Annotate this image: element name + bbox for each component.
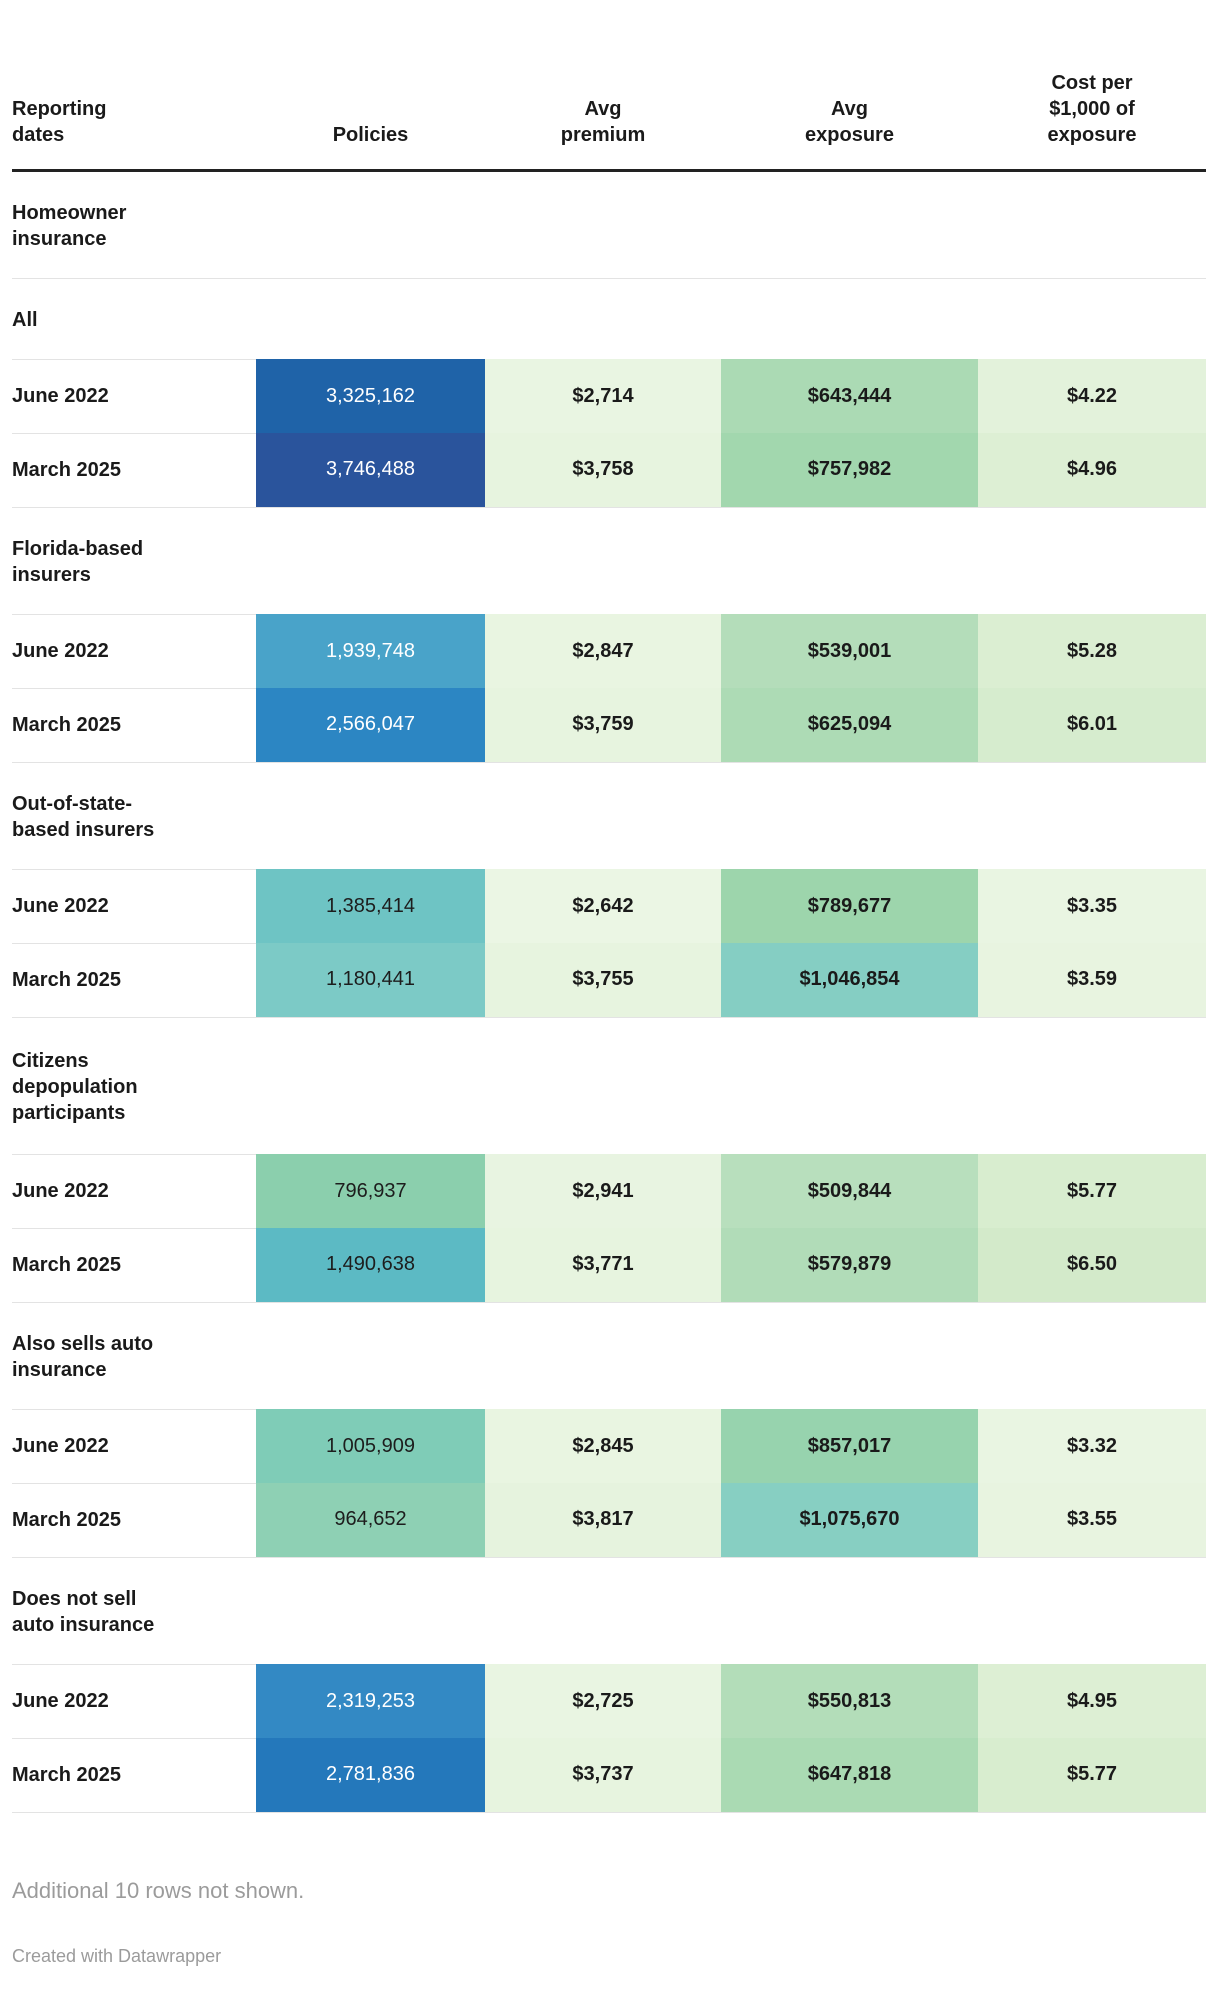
- cell-policies: 2,319,253: [256, 1664, 485, 1738]
- column-header-policies: Policies: [256, 0, 485, 172]
- cell-cost-per-1000: $4.22: [978, 359, 1206, 433]
- section-title: Citizens depopulation participants: [12, 1016, 1206, 1154]
- cell-avg-exposure: $579,879: [721, 1228, 978, 1302]
- section-title: Out-of-state- based insurers: [12, 761, 1206, 869]
- cell-policies: 1,939,748: [256, 614, 485, 688]
- section-title: Does not sell auto insurance: [12, 1556, 1206, 1664]
- table-row: March 2025 2,781,836 $3,737 $647,818 $5.…: [12, 1737, 1206, 1812]
- cell-avg-exposure: $647,818: [721, 1738, 978, 1812]
- cell-avg-exposure: $539,001: [721, 614, 978, 688]
- table-row: March 2025 964,652 $3,817 $1,075,670 $3.…: [12, 1482, 1206, 1557]
- row-label: March 2025: [12, 687, 256, 762]
- row-label: June 2022: [12, 1408, 256, 1483]
- column-header-reporting-dates: Reporting dates: [12, 0, 256, 172]
- table-row: June 2022 2,319,253 $2,725 $550,813 $4.9…: [12, 1663, 1206, 1738]
- cell-avg-exposure: $509,844: [721, 1154, 978, 1228]
- cell-cost-per-1000: $6.01: [978, 688, 1206, 762]
- table-row: June 2022 1,385,414 $2,642 $789,677 $3.3…: [12, 868, 1206, 943]
- cell-avg-exposure: $757,982: [721, 433, 978, 507]
- cell-avg-exposure: $550,813: [721, 1664, 978, 1738]
- table-row: March 2025 1,180,441 $3,755 $1,046,854 $…: [12, 942, 1206, 1017]
- cell-avg-premium: $3,759: [485, 688, 721, 762]
- table-header-row: Reporting dates Policies Avg premium Avg…: [12, 0, 1206, 172]
- cell-avg-premium: $2,845: [485, 1409, 721, 1483]
- cell-policies: 3,325,162: [256, 359, 485, 433]
- section-title: All: [12, 277, 1206, 359]
- row-label: June 2022: [12, 1663, 256, 1738]
- cell-cost-per-1000: $6.50: [978, 1228, 1206, 1302]
- cell-policies: 796,937: [256, 1154, 485, 1228]
- table-row: June 2022 796,937 $2,941 $509,844 $5.77: [12, 1153, 1206, 1228]
- cell-avg-premium: $2,642: [485, 869, 721, 943]
- row-label: March 2025: [12, 1737, 256, 1812]
- section-header-does-not-sell-auto: Does not sell auto insurance: [12, 1556, 1206, 1664]
- table-row: March 2025 3,746,488 $3,758 $757,982 $4.…: [12, 432, 1206, 507]
- section-header-also-sells-auto: Also sells auto insurance: [12, 1301, 1206, 1409]
- table-row: March 2025 1,490,638 $3,771 $579,879 $6.…: [12, 1227, 1206, 1302]
- column-header-avg-premium: Avg premium: [485, 0, 721, 172]
- cell-avg-exposure: $1,075,670: [721, 1483, 978, 1557]
- section-title: Florida-based insurers: [12, 506, 1206, 614]
- cell-avg-exposure: $1,046,854: [721, 943, 978, 1017]
- cell-avg-premium: $3,737: [485, 1738, 721, 1812]
- cell-policies: 3,746,488: [256, 433, 485, 507]
- cell-avg-exposure: $857,017: [721, 1409, 978, 1483]
- cell-avg-premium: $3,817: [485, 1483, 721, 1557]
- section-header-citizens-depopulation: Citizens depopulation participants: [12, 1016, 1206, 1154]
- cell-policies: 2,781,836: [256, 1738, 485, 1812]
- cell-avg-premium: $2,847: [485, 614, 721, 688]
- cell-policies: 2,566,047: [256, 688, 485, 762]
- datawrapper-credit: Created with Datawrapper: [12, 1945, 222, 1966]
- cell-cost-per-1000: $3.32: [978, 1409, 1206, 1483]
- table-row: June 2022 3,325,162 $2,714 $643,444 $4.2…: [12, 358, 1206, 433]
- cell-policies: 964,652: [256, 1483, 485, 1557]
- cell-avg-premium: $3,771: [485, 1228, 721, 1302]
- cell-cost-per-1000: $4.96: [978, 433, 1206, 507]
- row-label: June 2022: [12, 1153, 256, 1228]
- table-row: June 2022 1,939,748 $2,847 $539,001 $5.2…: [12, 613, 1206, 688]
- cell-cost-per-1000: $5.28: [978, 614, 1206, 688]
- row-label: June 2022: [12, 358, 256, 433]
- cell-cost-per-1000: $3.55: [978, 1483, 1206, 1557]
- cell-avg-premium: $2,725: [485, 1664, 721, 1738]
- section-header-homeowner-insurance: Homeowner insurance: [12, 170, 1206, 278]
- row-label: March 2025: [12, 1482, 256, 1557]
- cell-cost-per-1000: $5.77: [978, 1154, 1206, 1228]
- cell-cost-per-1000: $3.35: [978, 869, 1206, 943]
- table-row: June 2022 1,005,909 $2,845 $857,017 $3.3…: [12, 1408, 1206, 1483]
- cell-policies: 1,385,414: [256, 869, 485, 943]
- cell-avg-premium: $3,758: [485, 433, 721, 507]
- cell-avg-premium: $2,714: [485, 359, 721, 433]
- section-header-out-of-state: Out-of-state- based insurers: [12, 761, 1206, 869]
- cell-avg-exposure: $789,677: [721, 869, 978, 943]
- cell-policies: 1,005,909: [256, 1409, 485, 1483]
- cell-avg-premium: $3,755: [485, 943, 721, 1017]
- row-label: June 2022: [12, 868, 256, 943]
- cell-avg-exposure: $643,444: [721, 359, 978, 433]
- row-label: March 2025: [12, 1227, 256, 1302]
- cell-cost-per-1000: $4.95: [978, 1664, 1206, 1738]
- cell-cost-per-1000: $3.59: [978, 943, 1206, 1017]
- row-label: June 2022: [12, 613, 256, 688]
- table-row: March 2025 2,566,047 $3,759 $625,094 $6.…: [12, 687, 1206, 762]
- row-label: March 2025: [12, 942, 256, 1017]
- column-header-avg-exposure: Avg exposure: [721, 0, 978, 172]
- section-header-florida-based: Florida-based insurers: [12, 506, 1206, 614]
- column-header-cost-per-1000: Cost per $1,000 of exposure: [978, 0, 1206, 172]
- cell-policies: 1,180,441: [256, 943, 485, 1017]
- insurance-data-table: Reporting dates Policies Avg premium Avg…: [12, 0, 1206, 1813]
- cell-cost-per-1000: $5.77: [978, 1738, 1206, 1812]
- rows-not-shown-note: Additional 10 rows not shown.: [12, 1877, 305, 1903]
- cell-avg-premium: $2,941: [485, 1154, 721, 1228]
- section-title: Homeowner insurance: [12, 201, 127, 250]
- row-label: March 2025: [12, 432, 256, 507]
- section-header-all: All: [12, 277, 1206, 359]
- cell-policies: 1,490,638: [256, 1228, 485, 1302]
- section-title: Also sells auto insurance: [12, 1301, 1206, 1409]
- cell-avg-exposure: $625,094: [721, 688, 978, 762]
